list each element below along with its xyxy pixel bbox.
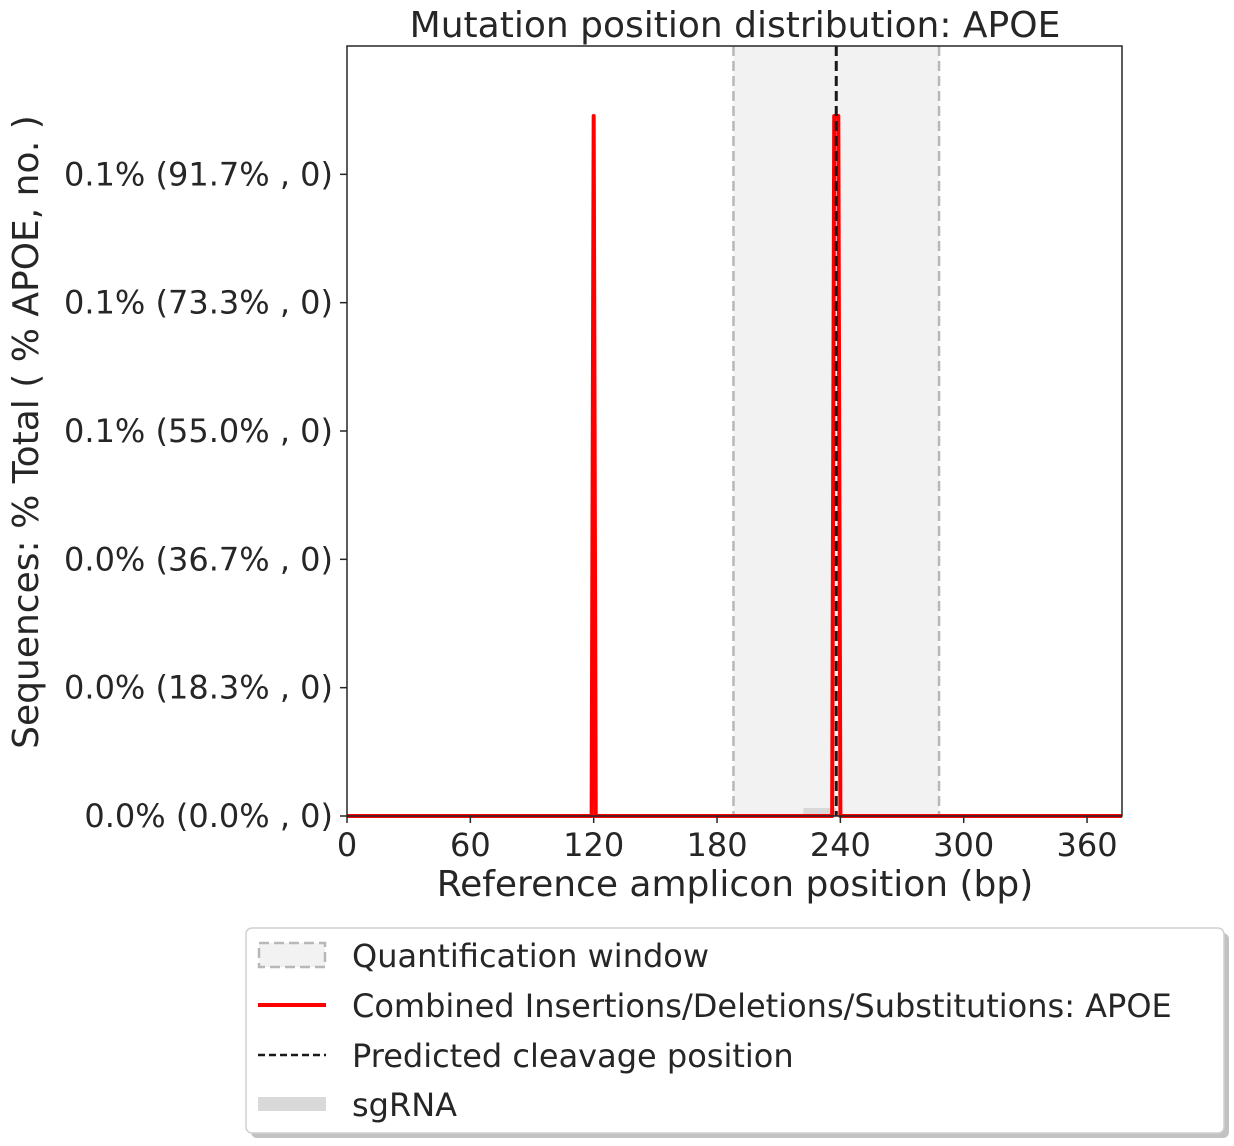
x-tick-label: 0 — [337, 826, 357, 864]
legend-label: sgRNA — [352, 1086, 457, 1124]
legend: Quantification window Combined Insertions… — [245, 927, 1229, 1138]
x-tick-label: 360 — [1057, 826, 1118, 864]
y-tick-label: 0.1% (91.7% , 0) — [64, 155, 333, 193]
y-tick-label: 0.0% (36.7% , 0) — [64, 540, 333, 578]
x-tick-label: 180 — [686, 826, 747, 864]
legend-window-swatch — [257, 941, 327, 969]
legend-label: Quantification window — [352, 937, 709, 975]
y-tick-label: 0.0% (0.0% , 0) — [84, 797, 333, 835]
sgrna-bar — [803, 808, 837, 816]
x-axis-label: Reference amplicon position (bp) — [437, 864, 1034, 905]
legend-label: Predicted cleavage position — [352, 1037, 794, 1075]
sgrna-layer — [803, 808, 837, 816]
x-axis: 0 60 120 180 240 300 360 — [337, 816, 1118, 864]
x-tick-label: 240 — [810, 826, 871, 864]
series-line-0 — [347, 113, 1122, 818]
x-tick-label: 300 — [933, 826, 994, 864]
y-tick-label: 0.1% (73.3% , 0) — [64, 284, 333, 322]
y-axis-label: Sequences: % Total ( % APOE, no. ) — [6, 115, 47, 749]
legend-box — [245, 927, 1225, 1134]
legend-label: Combined Insertions/Deletions/Substituti… — [352, 987, 1172, 1025]
legend-sgrna-swatch — [258, 1097, 326, 1111]
x-tick-label: 60 — [450, 826, 491, 864]
y-tick-label: 0.0% (18.3% , 0) — [64, 669, 333, 707]
chart-title: Mutation position distribution: APOE — [410, 5, 1061, 46]
series-layer — [347, 113, 1122, 818]
x-tick-label: 120 — [563, 826, 624, 864]
y-tick-label: 0.1% (55.0% , 0) — [64, 412, 333, 450]
y-axis: 0.0% (0.0% , 0) 0.0% (18.3% , 0) 0.0% (36.… — [64, 155, 347, 835]
